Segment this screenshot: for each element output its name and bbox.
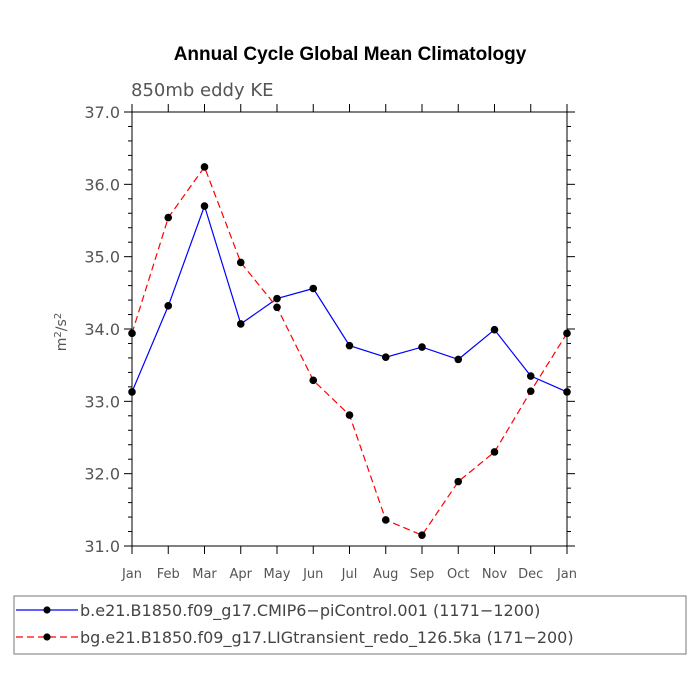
y-tick-label: 31.0 bbox=[84, 537, 120, 556]
x-tick-label: Aug bbox=[373, 567, 398, 582]
ylabel-exp1: 2 bbox=[53, 331, 64, 337]
series-2-line bbox=[131, 165, 568, 536]
series-2-point bbox=[128, 329, 136, 338]
series-2-point bbox=[526, 387, 535, 396]
series-1-point bbox=[418, 343, 426, 351]
series-1-point bbox=[526, 372, 535, 380]
series-2-point bbox=[236, 258, 245, 267]
x-tick-label: Jan bbox=[121, 567, 142, 582]
y-tick-label: 34.0 bbox=[84, 320, 120, 339]
series-1-point bbox=[273, 294, 281, 303]
series-2-point bbox=[418, 531, 426, 539]
series-1-point bbox=[236, 320, 245, 328]
series-2-point bbox=[309, 376, 318, 385]
x-axis: Jan Feb Mar Apr May Jun Jul Aug Sep Oct Nov Dec Jan bbox=[121, 104, 577, 582]
ylabel-base: m bbox=[54, 338, 70, 352]
y-axis-label: m2/s2 bbox=[53, 313, 71, 351]
series-1-point bbox=[490, 325, 499, 334]
ylabel-sep: /s bbox=[54, 319, 70, 331]
series-1-point bbox=[200, 202, 209, 210]
x-tick-label: Dec bbox=[518, 567, 543, 582]
chart-subtitle: 850mb eddy KE bbox=[131, 80, 274, 101]
y-axis: 31.0 32.0 33.0 34.0 35.0 36.0 37.0 bbox=[84, 103, 575, 556]
series-layer bbox=[128, 163, 571, 539]
x-tick-label: Oct bbox=[447, 567, 469, 582]
y-tick-label: 36.0 bbox=[84, 175, 120, 194]
x-tick-label: Mar bbox=[192, 567, 217, 582]
ylabel-exp2: 2 bbox=[53, 313, 64, 319]
legend-marker-1 bbox=[43, 606, 51, 614]
y-tick-label: 37.0 bbox=[84, 103, 120, 122]
x-tick-label: Apr bbox=[230, 567, 253, 582]
legend-marker-2 bbox=[43, 633, 51, 641]
legend-label-1: b.e21.B1850.f09_g17.CMIP6−piControl.001 … bbox=[80, 601, 540, 621]
y-tick-label: 33.0 bbox=[84, 392, 120, 411]
series-2-point bbox=[490, 448, 499, 456]
x-tick-label: Jun bbox=[302, 567, 323, 582]
y-tick-label: 35.0 bbox=[84, 248, 120, 267]
x-tick-label: Nov bbox=[482, 567, 508, 582]
series-2-point bbox=[454, 477, 463, 486]
legend-box bbox=[13, 595, 687, 655]
series-1-point bbox=[454, 355, 463, 364]
series-1-point bbox=[381, 353, 390, 362]
x-tick-label: Jul bbox=[341, 567, 358, 582]
series-2-point bbox=[200, 163, 209, 171]
series-2-point bbox=[273, 303, 281, 312]
series-1-line bbox=[131, 204, 568, 393]
series-2-point bbox=[381, 516, 390, 524]
y-tick-label: 32.0 bbox=[84, 465, 120, 484]
x-tick-label: Sep bbox=[410, 567, 435, 582]
series-2-point bbox=[164, 213, 173, 222]
x-tick-label: Feb bbox=[157, 567, 180, 582]
series-1 bbox=[128, 202, 571, 396]
series-1-point bbox=[345, 341, 354, 350]
x-tick-label: Jan bbox=[556, 567, 577, 582]
legend: b.e21.B1850.f09_g17.CMIP6−piControl.001 … bbox=[13, 595, 687, 655]
chart-title: Annual Cycle Global Mean Climatology bbox=[174, 44, 527, 65]
series-2-point bbox=[563, 329, 571, 338]
x-tick-label: May bbox=[264, 567, 291, 582]
series-2-point bbox=[345, 411, 354, 419]
legend-label-2: bg.e21.B1850.f09_g17.LIGtransient_redo_1… bbox=[80, 628, 574, 648]
series-1-point bbox=[128, 388, 136, 396]
series-2 bbox=[128, 163, 571, 539]
series-1-point bbox=[309, 284, 318, 293]
series-1-point bbox=[563, 388, 571, 396]
series-1-point bbox=[164, 302, 173, 310]
